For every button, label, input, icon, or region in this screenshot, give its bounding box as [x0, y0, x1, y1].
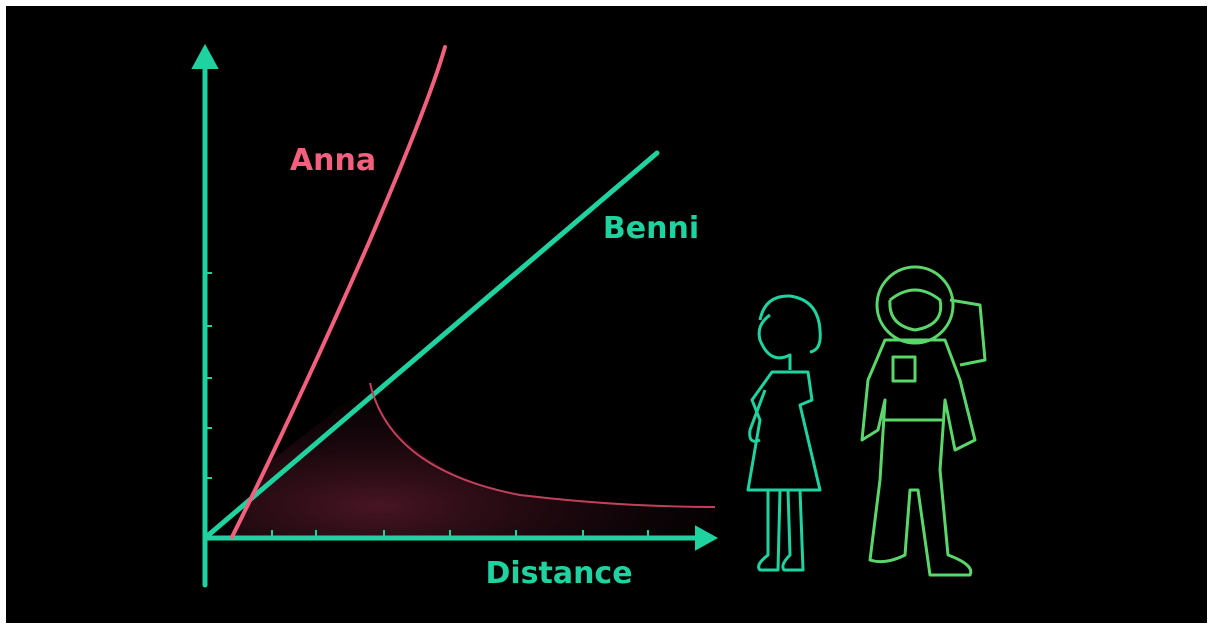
page: Anna Benni Distance (() => { const data …	[0, 0, 1213, 629]
axis-label: Distance	[485, 556, 632, 591]
anna-label: Anna	[290, 143, 376, 178]
illustration: Anna Benni Distance	[0, 0, 1213, 629]
benni-label: Benni	[603, 211, 699, 246]
